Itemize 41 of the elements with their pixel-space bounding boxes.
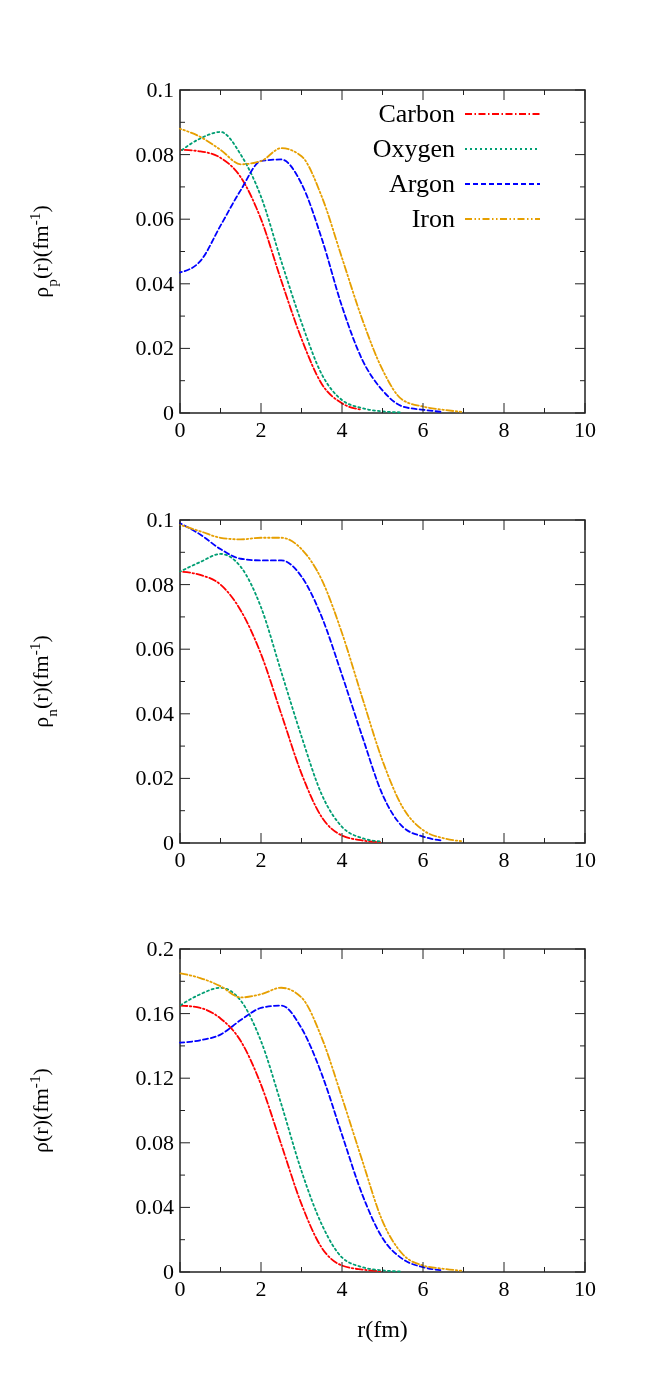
x-tick-label: 6 — [417, 1276, 429, 1301]
y-tick-label: 0 — [163, 400, 174, 425]
y-tick-label: 0.04 — [135, 700, 174, 726]
y-tick-label: 0.1 — [146, 507, 174, 532]
x-tick-label: 4 — [336, 1276, 348, 1301]
x-tick-label: 4 — [336, 417, 348, 442]
y-tick-label: 0.08 — [135, 1129, 174, 1155]
line-series — [179, 127, 465, 413]
legend-label: Argon — [389, 169, 455, 198]
line-series — [179, 148, 364, 411]
y-tick-label: 0.04 — [135, 1194, 174, 1220]
y-tick-label: 0.2 — [146, 936, 174, 961]
y-tick-label: 0 — [163, 1259, 174, 1284]
legend-label: Carbon — [378, 99, 455, 128]
x-tick-label: 2 — [255, 847, 267, 872]
y-tick-label: 0.06 — [135, 206, 174, 232]
x-tick-label: 6 — [417, 847, 429, 872]
y-tick-label: 0.06 — [135, 636, 174, 662]
y-tick-label: 0.1 — [146, 77, 174, 102]
x-tick-label: 6 — [417, 417, 429, 442]
x-tick-label: 10 — [574, 847, 596, 872]
x-tick-label: 4 — [336, 847, 348, 872]
legend-label: Oxygen — [372, 134, 455, 163]
x-tick-label: 10 — [574, 417, 596, 442]
x-tick-label: 2 — [255, 1276, 267, 1301]
y-tick-label: 0.04 — [135, 270, 174, 296]
x-tick-label: 8 — [498, 417, 510, 442]
y-tick-label: 0 — [163, 830, 174, 855]
y-tick-label: 0.08 — [135, 571, 174, 597]
legend-label: Iron — [411, 204, 455, 233]
y-tick-label: 0.02 — [135, 335, 174, 361]
x-tick-label: 10 — [574, 1276, 596, 1301]
x-tick-label: 8 — [498, 847, 510, 872]
y-tick-label: 0.16 — [135, 1000, 174, 1026]
x-tick-label: 2 — [255, 417, 267, 442]
x-axis-title: r(fm) — [357, 1316, 408, 1342]
y-tick-label: 0.12 — [135, 1065, 174, 1091]
y-tick-label: 0.08 — [135, 141, 174, 167]
y-tick-label: 0.02 — [135, 765, 174, 791]
line-series — [179, 972, 465, 1272]
x-tick-label: 8 — [498, 1276, 510, 1301]
